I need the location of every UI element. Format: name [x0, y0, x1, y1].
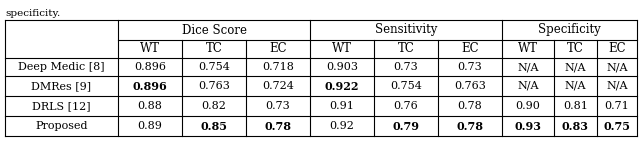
Text: N/A: N/A: [606, 62, 628, 72]
Text: 0.78: 0.78: [458, 101, 483, 111]
Text: 0.89: 0.89: [138, 121, 163, 131]
Text: 0.92: 0.92: [330, 121, 355, 131]
Text: EC: EC: [461, 42, 479, 56]
Text: 0.754: 0.754: [390, 81, 422, 91]
Text: 0.78: 0.78: [264, 121, 291, 132]
Text: WT: WT: [140, 42, 160, 56]
Text: 0.93: 0.93: [515, 121, 541, 132]
Text: EC: EC: [608, 42, 626, 56]
Text: 0.73: 0.73: [458, 62, 483, 72]
Text: 0.85: 0.85: [200, 121, 227, 132]
Text: 0.78: 0.78: [456, 121, 483, 132]
Text: 0.724: 0.724: [262, 81, 294, 91]
Text: TC: TC: [397, 42, 415, 56]
Text: 0.76: 0.76: [394, 101, 419, 111]
Text: Sensitivity: Sensitivity: [375, 24, 437, 37]
Text: 0.73: 0.73: [394, 62, 419, 72]
Text: N/A: N/A: [564, 81, 586, 91]
Text: 0.922: 0.922: [324, 81, 359, 92]
Text: DRLS [12]: DRLS [12]: [32, 101, 91, 111]
Text: Dice Score: Dice Score: [182, 24, 246, 37]
Text: 0.754: 0.754: [198, 62, 230, 72]
Text: N/A: N/A: [517, 62, 539, 72]
Text: 0.71: 0.71: [605, 101, 629, 111]
Text: specificity.: specificity.: [5, 9, 60, 18]
Text: 0.83: 0.83: [562, 121, 589, 132]
Text: 0.79: 0.79: [392, 121, 419, 132]
Text: Deep Medic [8]: Deep Medic [8]: [18, 62, 105, 72]
Text: 0.73: 0.73: [266, 101, 291, 111]
Text: TC: TC: [205, 42, 223, 56]
Text: 0.718: 0.718: [262, 62, 294, 72]
Text: 0.896: 0.896: [132, 81, 168, 92]
Text: 0.896: 0.896: [134, 62, 166, 72]
Text: DMRes [9]: DMRes [9]: [31, 81, 92, 91]
Text: WT: WT: [518, 42, 538, 56]
Text: 0.903: 0.903: [326, 62, 358, 72]
Text: N/A: N/A: [606, 81, 628, 91]
Text: TC: TC: [567, 42, 584, 56]
Text: 0.763: 0.763: [198, 81, 230, 91]
Text: 0.88: 0.88: [138, 101, 163, 111]
Text: 0.82: 0.82: [202, 101, 227, 111]
Text: 0.763: 0.763: [454, 81, 486, 91]
Text: EC: EC: [269, 42, 287, 56]
Text: 0.81: 0.81: [563, 101, 588, 111]
Text: Specificity: Specificity: [538, 24, 601, 37]
Text: 0.75: 0.75: [604, 121, 630, 132]
Text: 0.90: 0.90: [516, 101, 540, 111]
Text: Proposed: Proposed: [35, 121, 88, 131]
Text: WT: WT: [332, 42, 352, 56]
Text: 0.91: 0.91: [330, 101, 355, 111]
Text: N/A: N/A: [517, 81, 539, 91]
Text: N/A: N/A: [564, 62, 586, 72]
